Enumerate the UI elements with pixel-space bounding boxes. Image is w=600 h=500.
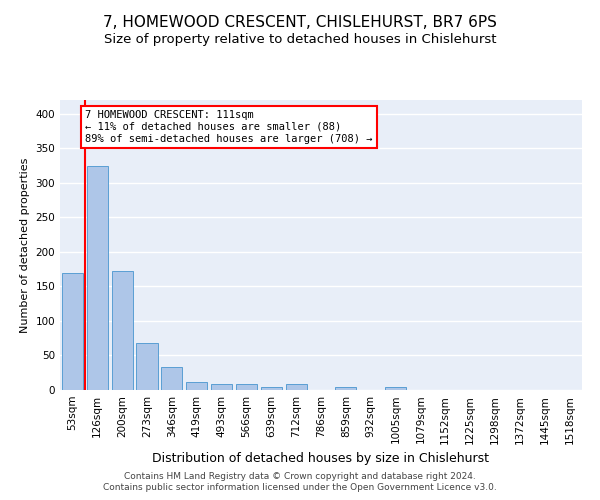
X-axis label: Distribution of detached houses by size in Chislehurst: Distribution of detached houses by size … xyxy=(152,452,490,465)
Bar xyxy=(335,387,356,390)
Bar xyxy=(186,382,207,390)
Text: 7 HOMEWOOD CRESCENT: 111sqm
← 11% of detached houses are smaller (88)
89% of sem: 7 HOMEWOOD CRESCENT: 111sqm ← 11% of det… xyxy=(85,110,373,144)
Bar xyxy=(62,272,83,390)
Text: Size of property relative to detached houses in Chislehurst: Size of property relative to detached ho… xyxy=(104,32,496,46)
Bar xyxy=(136,343,158,390)
Text: Contains public sector information licensed under the Open Government Licence v3: Contains public sector information licen… xyxy=(103,483,497,492)
Bar xyxy=(261,386,282,390)
Bar xyxy=(385,386,406,390)
Bar xyxy=(211,384,232,390)
Bar xyxy=(87,166,108,390)
Bar xyxy=(236,384,257,390)
Text: 7, HOMEWOOD CRESCENT, CHISLEHURST, BR7 6PS: 7, HOMEWOOD CRESCENT, CHISLEHURST, BR7 6… xyxy=(103,15,497,30)
Bar xyxy=(112,271,133,390)
Bar xyxy=(286,384,307,390)
Text: Contains HM Land Registry data © Crown copyright and database right 2024.: Contains HM Land Registry data © Crown c… xyxy=(124,472,476,481)
Y-axis label: Number of detached properties: Number of detached properties xyxy=(20,158,30,332)
Bar xyxy=(161,367,182,390)
